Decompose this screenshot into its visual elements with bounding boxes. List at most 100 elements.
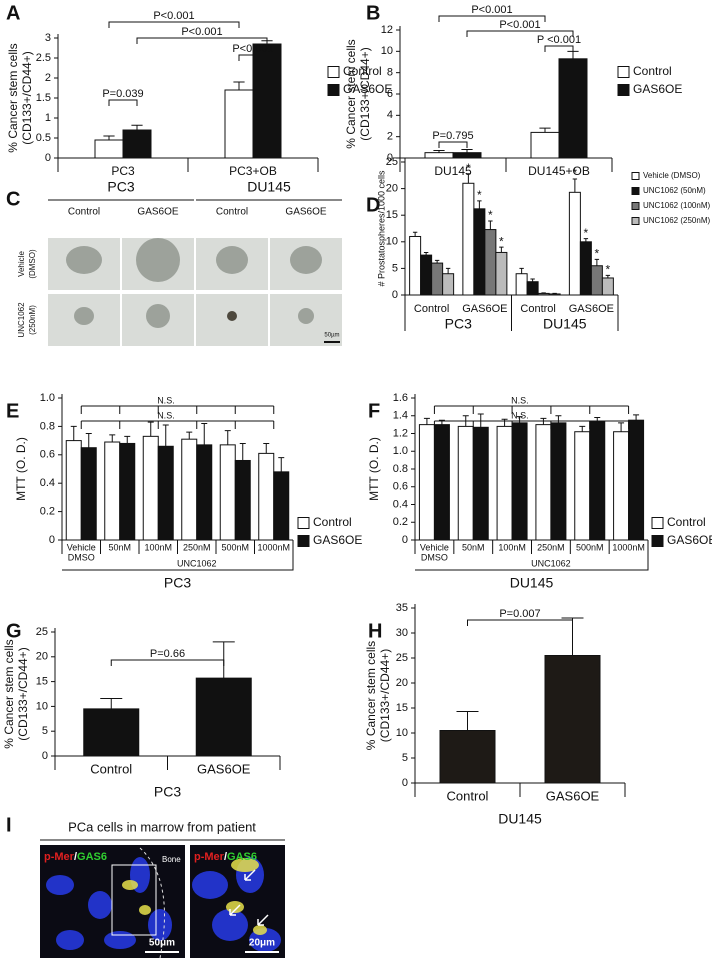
bar (628, 419, 645, 541)
row-label: (250nM) (28, 305, 37, 335)
y-tick-label: 0 (49, 534, 55, 546)
legend-label: GAS6OE (633, 82, 682, 96)
bracket-label: N.S. (511, 410, 529, 420)
y-axis-label: % Cancer stem cells (364, 641, 378, 750)
column-label: Control (68, 207, 100, 218)
x-tick-label: 500nM (221, 542, 249, 552)
row-label: Vehicle (17, 251, 26, 277)
error-bar (456, 711, 479, 731)
y-tick-label: 30 (396, 627, 408, 639)
legend-swatch (297, 535, 310, 547)
bracket-label: P=0.007 (499, 608, 540, 620)
error-bar (278, 457, 285, 472)
legend-label: GAS6OE (343, 82, 392, 96)
error-bar (579, 425, 586, 432)
bracket-label: P<0.001 (471, 4, 512, 16)
stain (253, 925, 267, 935)
bracket-label: P=0.66 (150, 648, 185, 660)
bracket (466, 30, 574, 37)
bar (273, 471, 290, 541)
y-tick-label: 5 (42, 725, 48, 737)
x-tick-label: GAS6OE (546, 788, 600, 803)
y-tick-label: 0 (387, 152, 393, 164)
y-axis-label: MTT (O. D.) (367, 437, 381, 501)
significance-star: * (488, 208, 493, 222)
arrow (257, 914, 269, 926)
stain (139, 905, 151, 915)
x-tick-label: 1000nM (257, 542, 290, 552)
sphere (146, 304, 170, 328)
bar (535, 424, 552, 541)
y-tick-label: 0.8 (393, 463, 408, 475)
legend-label: Vehicle (DMSO) (643, 171, 701, 180)
bracket-label: P<0.001 (181, 26, 222, 38)
bar (122, 129, 152, 159)
scale-bar (324, 341, 340, 343)
stain (226, 901, 244, 913)
error-bar (519, 267, 524, 274)
stain-part: p-Mer (44, 851, 75, 863)
y-axis-label: % Cancer stem cells (344, 39, 358, 148)
x-tick-label: 500nM (576, 542, 604, 552)
stain-part: GAS6 (77, 851, 107, 863)
x-tick-label: Control (414, 303, 449, 315)
bar (439, 730, 496, 784)
y-tick-label: 0 (402, 777, 408, 789)
bar (558, 58, 588, 159)
bar (511, 422, 528, 541)
error-bar (263, 442, 270, 454)
panel-letter: I (6, 814, 12, 836)
y-tick-label: 6 (387, 88, 393, 100)
x-tick-label: GAS6OE (462, 303, 507, 315)
panel-letter: D (366, 194, 380, 216)
stain-part: p-Mer (194, 851, 225, 863)
error-bar (541, 292, 546, 294)
y-axis-label: % Cancer stem cells (2, 639, 16, 748)
bracket (438, 15, 546, 22)
sphere (216, 246, 248, 274)
x-axis-label: DU145 (510, 575, 554, 591)
stain-part: / (74, 851, 77, 863)
legend-label: UNC1062 (100nM) (643, 201, 710, 210)
error-bar (162, 424, 169, 447)
bar (462, 182, 475, 296)
error-bar (594, 258, 600, 266)
bracket (136, 37, 268, 44)
bracket (108, 99, 138, 106)
nucleus (212, 909, 248, 941)
error-bar (477, 200, 482, 209)
bar (496, 425, 513, 541)
y-tick-label: 25 (386, 156, 398, 168)
y-tick-label: 2 (387, 131, 393, 143)
legend-swatch (297, 517, 310, 529)
legend-label: GAS6OE (313, 533, 362, 547)
nucleus (192, 871, 228, 899)
bar (157, 445, 174, 541)
sphere (298, 308, 314, 324)
legend-label: UNC1062 (250nM) (643, 216, 710, 225)
panel-letter: C (6, 188, 20, 210)
error-bar (70, 425, 77, 441)
x-axis-label: PC3 (154, 784, 181, 800)
error-bar (239, 442, 246, 461)
y-tick-label: 15 (396, 702, 408, 714)
y-tick-label: 3 (45, 32, 51, 44)
y-tick-label: 0.6 (393, 481, 408, 493)
bar (83, 708, 140, 757)
error-bar (233, 81, 245, 90)
bar (420, 254, 433, 296)
y-tick-label: 35 (396, 602, 408, 614)
bar (409, 235, 422, 296)
zoom-box (111, 864, 157, 936)
bracket (467, 619, 573, 626)
legend-swatch (631, 202, 640, 210)
y-tick-label: 25 (396, 652, 408, 664)
bar (537, 292, 550, 296)
legend-label: Control (667, 515, 706, 529)
nucleus (56, 930, 84, 950)
bar (530, 131, 560, 159)
bracket-label: P=0.039 (102, 88, 143, 100)
error-bar (124, 435, 131, 444)
sphere (290, 246, 322, 274)
